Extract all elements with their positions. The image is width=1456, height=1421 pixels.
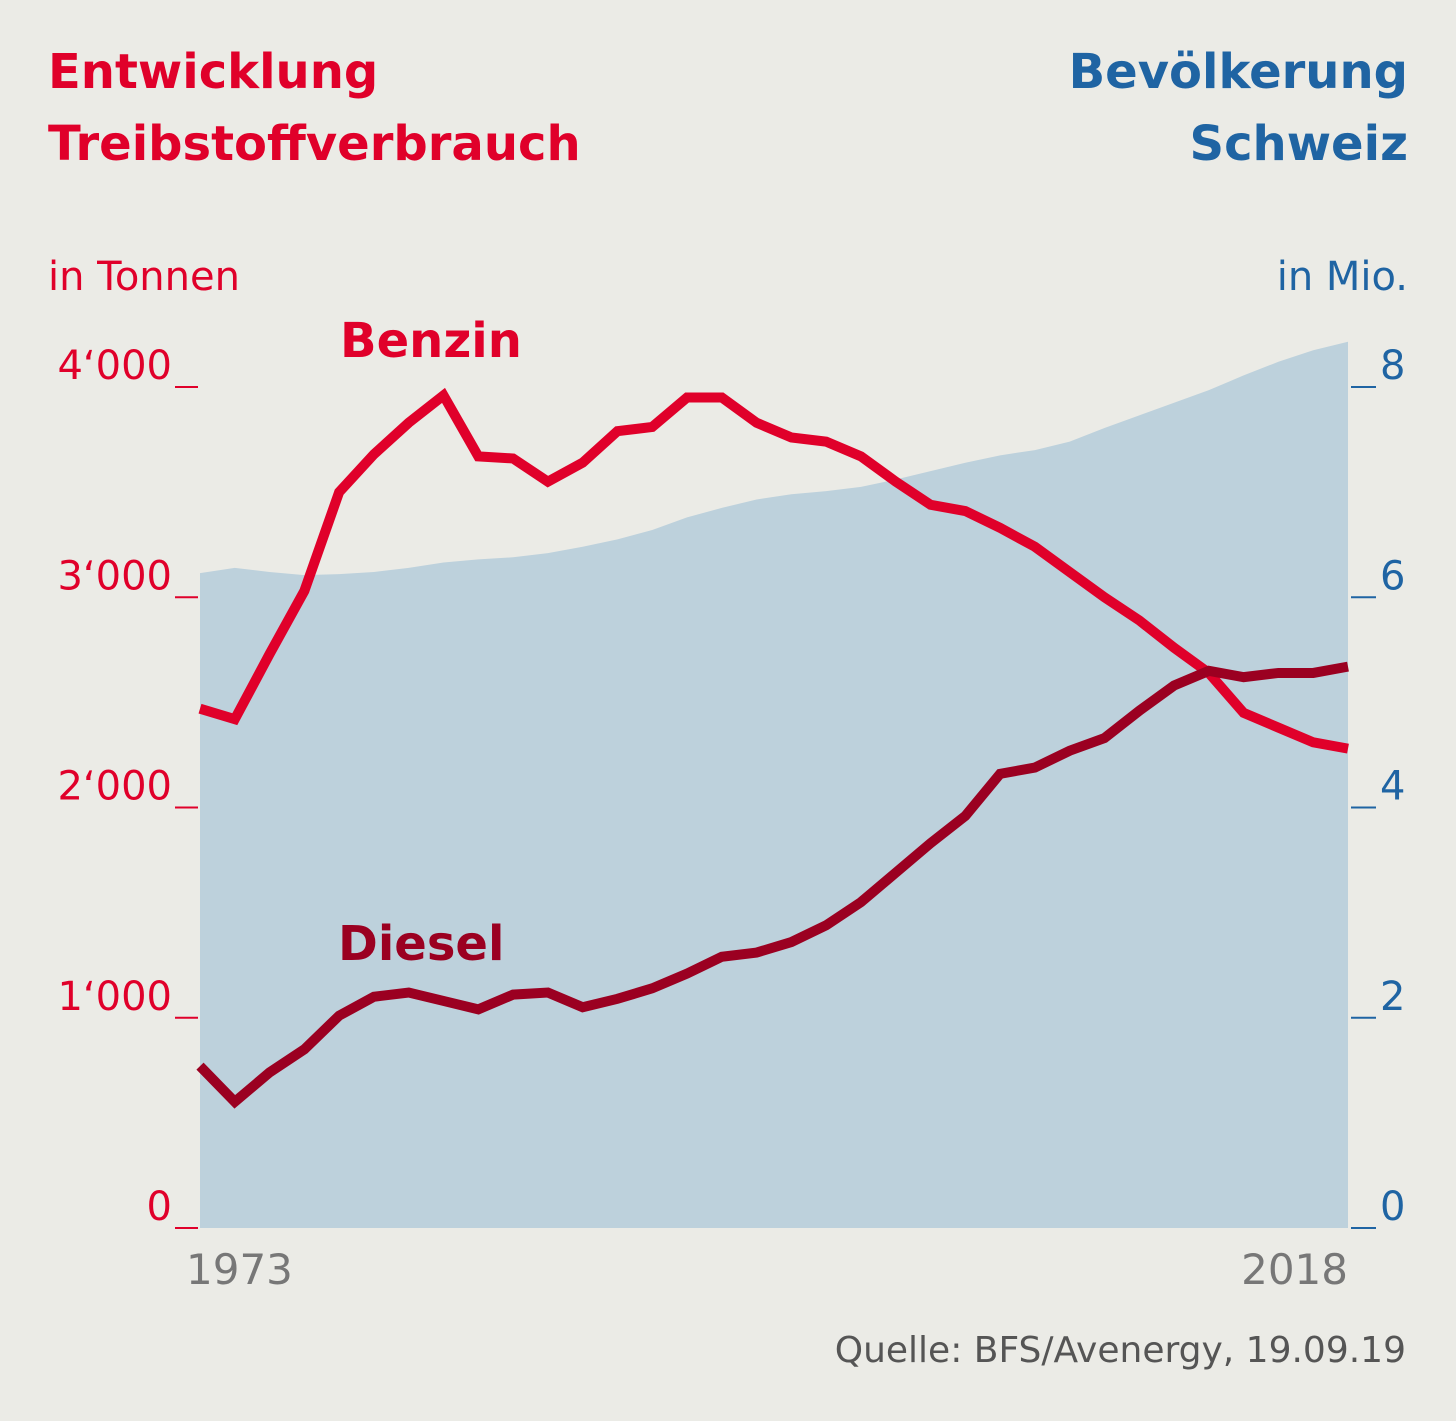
series-label: Diesel [338,916,504,972]
right-title-line: Bevölkerung [1069,44,1408,100]
y2-tick-label: 2 [1380,974,1405,1020]
y-axis-label: in Tonnen [48,254,240,300]
y-tick-label: 2‘000 [57,764,172,810]
chart-title-line: Treibstoffverbrauch [48,116,581,172]
series-label: Benzin [340,313,522,369]
x-tick-label: 1973 [186,1245,293,1294]
x-tick-label: 2018 [1241,1245,1348,1294]
line [198,387,1349,754]
y-tick-label: 4‘000 [57,343,172,389]
source: Quelle: BFS/Avenergy, 19.09.19 [835,1330,1406,1371]
y2-tick-label: 8 [1380,343,1405,389]
plot: Benzin Diesel 0 1‘000 2‘000 3‘000 4‘000 0 2 4 6 8 19… [57,313,1405,1294]
y2-tick-label: 6 [1380,553,1405,599]
y2-axis-label: in Mio. [1277,254,1408,300]
y-tick-label: 1‘000 [57,974,172,1020]
y-tick-label: 3‘000 [57,553,172,599]
y-tick-label: 0 [147,1184,172,1230]
chart-title-line: Entwicklung [48,44,378,100]
y2-tick-label: 4 [1380,764,1405,810]
right-title-line: Schweiz [1190,116,1408,172]
line [196,661,1349,1109]
y2-tick-label: 0 [1380,1184,1405,1230]
